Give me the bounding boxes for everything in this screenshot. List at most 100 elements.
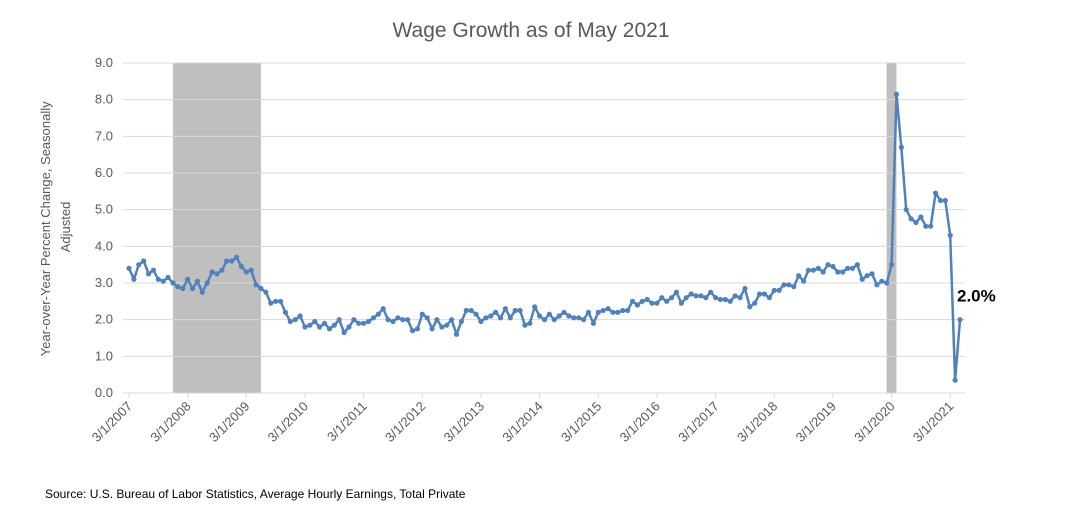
data-point <box>957 317 963 323</box>
y-tick-label: 2.0 <box>95 312 113 327</box>
data-point <box>321 320 328 326</box>
data-point <box>600 307 606 314</box>
data-point <box>439 324 445 330</box>
chart-title: Wage Growth as of May 2021 <box>392 19 669 42</box>
data-point <box>859 276 865 282</box>
y-tick-label: 0.0 <box>95 385 113 400</box>
data-point <box>185 276 191 282</box>
data-point <box>532 304 538 310</box>
data-point <box>541 317 548 323</box>
data-point <box>229 258 235 264</box>
data-point <box>903 207 909 213</box>
y-tick-label: 6.0 <box>95 165 113 180</box>
data-point <box>385 317 391 323</box>
data-point <box>473 311 479 317</box>
y-axis-label-line-2: Adjusted <box>58 202 73 253</box>
data-point <box>400 317 406 323</box>
data-point <box>810 267 816 273</box>
data-point <box>273 298 279 304</box>
data-point <box>639 298 645 304</box>
data-point <box>708 289 714 295</box>
data-point <box>664 298 670 304</box>
data-point <box>361 320 367 326</box>
data-point <box>243 269 249 275</box>
data-point <box>468 307 474 314</box>
data-point <box>527 320 533 326</box>
data-point <box>571 315 577 321</box>
data-point <box>175 284 181 290</box>
data-point <box>576 315 582 321</box>
data-point <box>928 223 934 229</box>
data-point <box>434 317 440 323</box>
data-point <box>590 320 596 326</box>
data-point <box>634 302 640 308</box>
data-point <box>429 326 435 332</box>
data-point <box>248 267 254 273</box>
data-point <box>155 276 161 282</box>
data-point <box>160 278 166 284</box>
data-point <box>233 254 240 260</box>
data-point <box>722 296 728 303</box>
x-tick-label: 3/1/2015 <box>558 399 604 445</box>
data-point <box>825 262 831 268</box>
data-point <box>449 317 455 323</box>
data-point <box>947 232 953 238</box>
data-point <box>189 285 196 292</box>
data-point <box>488 313 494 319</box>
data-point <box>703 295 709 301</box>
x-tick-label: 3/1/2013 <box>441 399 487 445</box>
data-point <box>791 284 797 290</box>
data-point <box>805 267 812 273</box>
data-point <box>654 300 660 306</box>
wage-growth-series <box>126 91 963 383</box>
data-point <box>727 298 733 304</box>
y-axis-label-line-1: Year-over-Year Percent Change, Seasonall… <box>38 101 53 356</box>
data-point <box>771 287 777 293</box>
data-point <box>732 293 738 299</box>
data-point <box>756 291 763 297</box>
data-point <box>913 219 919 226</box>
data-point <box>351 317 357 323</box>
data-point <box>717 296 724 303</box>
data-point <box>414 326 421 332</box>
x-tick-label: 3/1/2019 <box>793 399 839 445</box>
data-point <box>615 309 621 315</box>
data-point <box>659 295 665 301</box>
data-point <box>908 216 914 222</box>
data-point <box>268 300 274 306</box>
data-point <box>346 324 352 330</box>
data-point <box>551 317 557 323</box>
x-tick-label: 3/1/2014 <box>499 399 545 445</box>
data-point <box>673 289 680 295</box>
x-tick-label: 3/1/2017 <box>675 399 721 445</box>
data-point <box>180 285 186 292</box>
data-point <box>561 309 567 315</box>
data-point <box>688 291 694 297</box>
data-point <box>238 263 245 270</box>
data-point <box>644 296 650 303</box>
data-point <box>800 278 807 284</box>
y-tick-label: 7.0 <box>95 128 113 143</box>
data-point <box>375 311 381 317</box>
y-axis-ticks: 0.0 1.0 2.0 3.0 4.0 5.0 6.0 7.0 8.0 9.0 <box>95 55 113 400</box>
data-point <box>253 282 259 288</box>
x-tick-label: 3/1/2012 <box>382 399 428 445</box>
data-point <box>585 309 592 315</box>
data-point <box>884 280 890 286</box>
y-tick-label: 1.0 <box>95 348 113 363</box>
data-point <box>766 295 772 301</box>
x-tick-label: 3/1/2020 <box>851 399 897 445</box>
data-point <box>742 285 748 292</box>
data-point <box>287 318 293 325</box>
data-point <box>263 289 269 295</box>
data-point <box>126 265 132 271</box>
recession-band-1 <box>172 63 261 393</box>
data-point <box>556 313 562 319</box>
y-tick-label: 3.0 <box>95 275 113 290</box>
data-point <box>165 274 171 281</box>
data-point <box>463 307 469 314</box>
data-point <box>292 317 298 323</box>
data-point <box>512 307 518 314</box>
data-point <box>844 265 851 271</box>
data-point <box>546 311 552 317</box>
